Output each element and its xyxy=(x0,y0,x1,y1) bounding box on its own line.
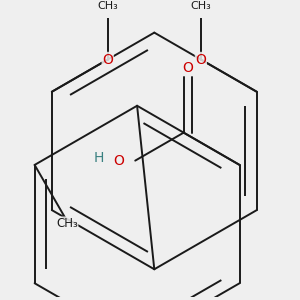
Text: CH₃: CH₃ xyxy=(98,1,118,11)
Text: CH₃: CH₃ xyxy=(56,217,78,230)
Text: O: O xyxy=(114,154,124,168)
Text: O: O xyxy=(182,61,194,75)
Text: O: O xyxy=(102,52,113,67)
Text: O: O xyxy=(195,52,206,67)
Text: CH₃: CH₃ xyxy=(190,1,211,11)
Text: H: H xyxy=(94,152,104,166)
